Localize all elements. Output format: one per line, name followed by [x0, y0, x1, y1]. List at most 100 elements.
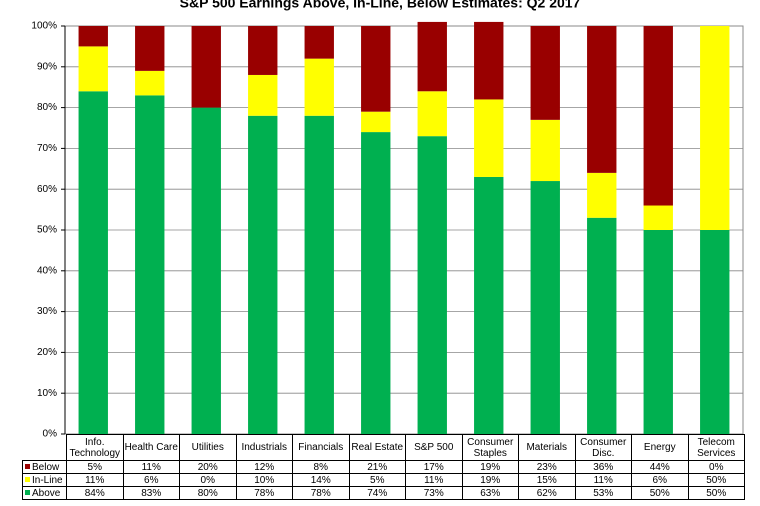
bar-segment	[587, 217, 617, 434]
bar-segment	[361, 132, 391, 434]
y-tick-label: 90%	[37, 61, 57, 72]
bar-segment	[530, 119, 560, 182]
y-tick-label: 20%	[37, 347, 57, 358]
bar-segment	[700, 26, 730, 230]
value-label: 19%	[461, 460, 519, 474]
bar-segment	[530, 181, 560, 434]
value-label: 50%	[687, 473, 745, 487]
value-label: 14%	[292, 473, 350, 487]
value-label: 44%	[631, 460, 689, 474]
value-label: 21%	[348, 460, 406, 474]
value-label: 80%	[179, 486, 237, 500]
value-label: 73%	[405, 486, 463, 500]
value-label: 11%	[66, 473, 124, 487]
table-corner	[22, 434, 67, 461]
y-tick-label: 70%	[37, 143, 57, 154]
bar-segment	[135, 70, 165, 96]
value-label: 11%	[574, 473, 632, 487]
legend-entry: Below	[22, 460, 67, 474]
value-label: 23%	[518, 460, 576, 474]
bar-segment	[361, 111, 391, 133]
value-label: 50%	[631, 486, 689, 500]
data-table: Info. Technology Health Care Utilities Indu…	[22, 434, 745, 500]
bar-segment	[191, 26, 221, 108]
bar-segment	[304, 58, 334, 116]
y-tick-label: 10%	[37, 388, 57, 399]
value-label: 8%	[292, 460, 350, 474]
bar-segment	[417, 21, 447, 92]
value-label: 62%	[518, 486, 576, 500]
y-tick-label: 40%	[37, 265, 57, 276]
bar-segment	[474, 21, 504, 100]
value-label: 78%	[292, 486, 350, 500]
legend-entry: Above	[22, 486, 67, 500]
value-label: 78%	[235, 486, 293, 500]
bar-segment	[417, 91, 447, 137]
bar-segment	[135, 95, 165, 435]
category-label: Materials	[518, 434, 576, 461]
category-label: Utilities	[179, 434, 237, 461]
table-row: Above 84% 83% 80% 78% 78% 74% 73% 63% 62% 53% 50% 50…	[22, 486, 745, 500]
legend-label: In-Line	[32, 474, 63, 486]
bar-segment	[191, 107, 221, 434]
category-label: S&P 500	[405, 434, 463, 461]
bar-segment	[248, 26, 278, 75]
bar-segment	[78, 26, 108, 47]
value-label: 20%	[179, 460, 237, 474]
bar-segment	[248, 115, 278, 434]
bar-segment	[248, 74, 278, 116]
bar-segment	[474, 99, 504, 177]
legend-entry: In-Line	[22, 473, 67, 487]
value-label: 15%	[518, 473, 576, 487]
value-label: 5%	[66, 460, 124, 474]
bar-segment	[643, 205, 673, 230]
value-label: 53%	[574, 486, 632, 500]
value-label: 74%	[348, 486, 406, 500]
y-tick-label: 30%	[37, 306, 57, 317]
value-label: 12%	[235, 460, 293, 474]
category-label: Consumer Disc.	[574, 434, 632, 461]
y-tick-label: 100%	[31, 21, 57, 32]
category-label: Telecom Services	[687, 434, 745, 461]
value-label: 63%	[461, 486, 519, 500]
bar-segment	[135, 26, 165, 71]
category-label: Industrials	[235, 434, 293, 461]
value-label: 6%	[122, 473, 180, 487]
bar-segment	[530, 26, 560, 120]
bar-segment	[361, 26, 391, 112]
legend-label: Below	[32, 461, 60, 473]
category-label: Energy	[631, 434, 689, 461]
bar-segment	[304, 115, 334, 434]
value-label: 11%	[405, 473, 463, 487]
value-label: 0%	[179, 473, 237, 487]
bar-segment	[587, 26, 617, 173]
value-label: 0%	[687, 460, 745, 474]
bar-segment	[643, 230, 673, 434]
bar-segment	[78, 91, 108, 434]
bar-segment	[587, 172, 617, 218]
legend-swatch	[25, 490, 30, 496]
value-label: 50%	[687, 486, 745, 500]
table-header: Info. Technology Health Care Utilities Indu…	[22, 434, 745, 461]
table-row: Below 5% 11% 20% 12% 8% 21% 17% 19% 23% 36% 44% 0%	[22, 460, 745, 474]
bar-segment	[474, 176, 504, 434]
category-label: Real Estate	[348, 434, 406, 461]
value-label: 17%	[405, 460, 463, 474]
bar-segment	[643, 26, 673, 206]
value-label: 19%	[461, 473, 519, 487]
category-label: Info. Technology	[66, 434, 124, 461]
chart-title: S&P 500 Earnings Above, In-Line, Below E…	[180, 0, 581, 11]
legend-label: Above	[32, 487, 61, 499]
bar-segment	[417, 136, 447, 434]
y-tick-label: 0%	[43, 429, 58, 440]
category-label: Financials	[292, 434, 350, 461]
bar-segment	[78, 46, 108, 92]
value-label: 11%	[122, 460, 180, 474]
category-label: Health Care	[122, 434, 180, 461]
y-tick-label: 60%	[37, 184, 57, 195]
legend-swatch	[25, 464, 30, 470]
bar-segment	[304, 26, 334, 59]
table-row: In-Line 11% 6% 0% 10% 14% 5% 11% 19% 15% 11% 6% 50%	[22, 473, 745, 487]
